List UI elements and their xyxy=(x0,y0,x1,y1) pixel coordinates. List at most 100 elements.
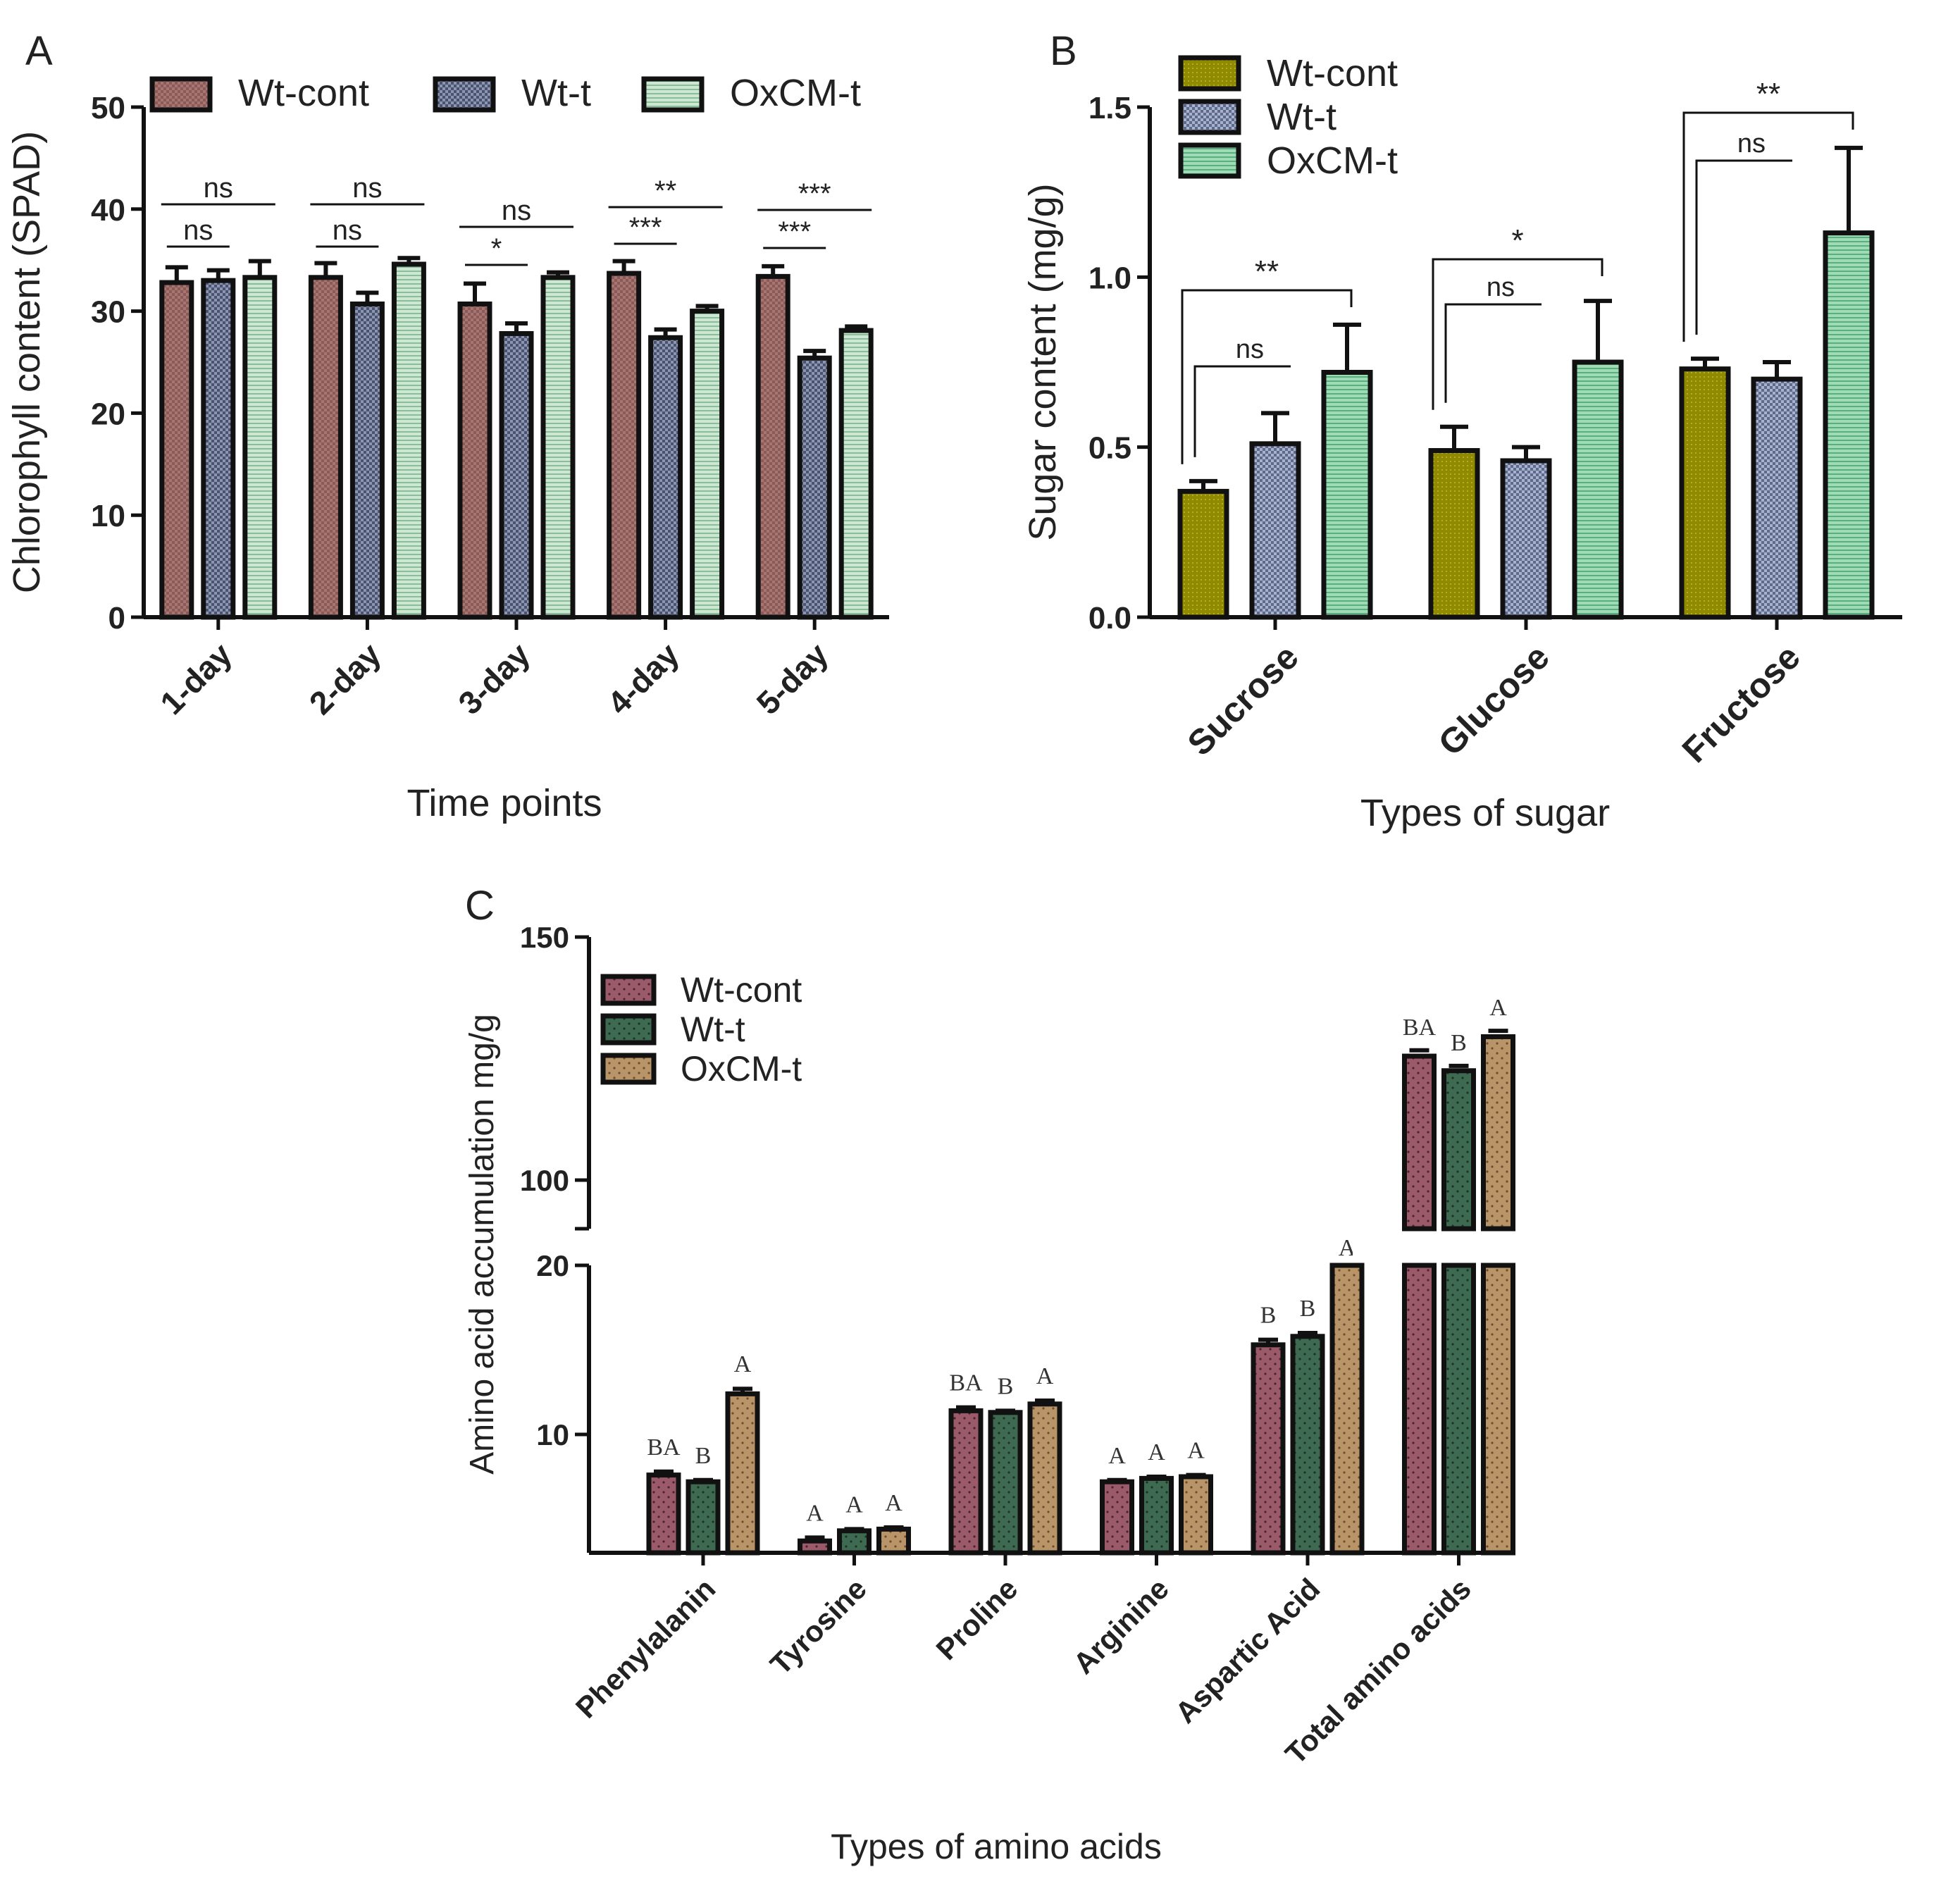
bar-wt-t-2-day xyxy=(349,301,385,620)
bar-wt-cont-sucrose xyxy=(1177,488,1229,620)
significance-letter-oxcm-t-tyrosine: A xyxy=(885,1490,903,1516)
bar-oxcm-t-aspartic-acid xyxy=(1329,1263,1365,1556)
significance-letter-oxcm-t-phenylalanin: A xyxy=(734,1351,752,1377)
legend-swatch-wt-cont xyxy=(149,76,213,113)
significance-label-inner-sucrose: ns xyxy=(1236,335,1264,364)
error-bar-oxcm-t-fructose xyxy=(1835,145,1863,233)
x-axis-title: Types of sugar xyxy=(1360,792,1610,834)
bar-oxcm-t-2-day xyxy=(391,261,426,620)
error-bar-oxcm-t-2-day xyxy=(397,256,421,264)
significance-bracket-outer xyxy=(1181,289,1353,464)
significance-label-outer-sucrose: ** xyxy=(1255,254,1279,289)
y-tick-label: 1.5 xyxy=(1088,91,1131,125)
significance-letter-wt-t-aspartic-acid: B xyxy=(1300,1296,1316,1322)
y-axis-title: Amino acid accumulation mg/g xyxy=(464,1014,501,1475)
error-bar-oxcm-t-5-day xyxy=(845,324,868,331)
x-tick-label-tyrosine: Tyrosine xyxy=(764,1572,873,1681)
bar-oxcm-t-fructose xyxy=(1823,230,1875,620)
x-tick-label-4-day: 4-day xyxy=(600,635,686,721)
significance-letter-wt-cont-phenylalanin: BA xyxy=(647,1434,681,1461)
x-tick-label-phenylalanin: Phenylalanin xyxy=(569,1572,721,1724)
x-tick-label-2-day: 2-day xyxy=(302,635,388,721)
significance-bracket-inner xyxy=(1193,365,1291,457)
bar-oxcm-t-sucrose xyxy=(1321,369,1373,620)
error-bar-oxcm-t-sucrose xyxy=(1333,322,1361,373)
bar-oxcm-t-phenylalanin xyxy=(725,1391,760,1556)
significance-bracket-inner xyxy=(1695,159,1792,335)
x-tick-label-sucrose: Sucrose xyxy=(1180,637,1306,763)
legend-label-wt-cont: Wt-cont xyxy=(681,970,802,1010)
x-tick-label-proline: Proline xyxy=(929,1572,1024,1666)
significance-letter-wt-cont-aspartic-acid: B xyxy=(1260,1303,1277,1329)
bar-wt-cont-2-day xyxy=(308,275,343,620)
significance-letter-wt-t-total-amino-acids: B xyxy=(1451,1030,1467,1056)
x-axis-title: Types of amino acids xyxy=(831,1827,1162,1866)
chart-panel-a: 0 10 20 30 40 50 Chlorophyll content (SPAD) Tim… xyxy=(6,72,889,824)
legend-swatch-oxcm-t xyxy=(1178,142,1241,179)
bar-wt-t-arginine xyxy=(1139,1475,1174,1556)
significance-letter-oxcm-t-total-amino-acids: A xyxy=(1489,995,1507,1021)
legend-label-wt-t: Wt-t xyxy=(1267,96,1336,138)
significance-label-lower-1-day: ns xyxy=(183,215,213,246)
bar-wt-t-fructose xyxy=(1751,376,1803,620)
bar-oxcm-t-proline xyxy=(1027,1401,1062,1556)
bar-wt-cont-proline xyxy=(948,1408,984,1556)
chart-panel-b: 0.0 0.5 1.0 1.5 Sugar content (mg/g) Types of… xyxy=(1022,52,1902,834)
bar-lower-oxcm-t-total-amino-acids xyxy=(1481,1263,1515,1556)
error-bar-wt-t-aspartic-acid xyxy=(1298,1331,1317,1337)
error-bar-wt-cont-tyrosine xyxy=(805,1535,825,1542)
x-tick-label-aspartic-acid: Aspartic Acid xyxy=(1169,1572,1327,1730)
legend-swatch-wt-t xyxy=(600,1013,657,1046)
y-tick-label: 1.0 xyxy=(1088,261,1131,295)
bar-upper-wt-t-total-amino-acids xyxy=(1441,1068,1476,1232)
significance-letter-wt-t-proline: B xyxy=(998,1373,1014,1399)
significance-label-lower-2-day: ns xyxy=(333,215,362,246)
x-tick-label-fructose: Fructose xyxy=(1675,637,1808,770)
error-bar-wt-cont-phenylalanin xyxy=(654,1469,674,1475)
error-bar-oxcm-t-4-day xyxy=(695,304,719,311)
error-bar-wt-cont-proline xyxy=(956,1405,976,1411)
error-bar-wt-t-tyrosine xyxy=(844,1527,864,1532)
error-bar-oxcm-t-tyrosine xyxy=(883,1525,904,1530)
significance-label-upper-2-day: ns xyxy=(352,173,382,204)
bar-oxcm-t-arginine xyxy=(1179,1474,1213,1556)
significance-letter-wt-t-tyrosine: A xyxy=(845,1492,863,1518)
panel-c-letter: C xyxy=(465,883,495,929)
significance-label-outer-fructose: ** xyxy=(1756,77,1780,111)
y-tick-label: 30 xyxy=(91,295,125,330)
legend-label-wt-t: Wt-t xyxy=(681,1010,745,1049)
bar-wt-t-4-day xyxy=(648,335,683,620)
bar-wt-t-5-day xyxy=(797,355,832,620)
legend-label-oxcm-t: OxCM-t xyxy=(681,1049,802,1089)
bar-oxcm-t-3-day xyxy=(540,275,576,620)
x-tick-label-3-day: 3-day xyxy=(451,635,537,721)
error-bar-wt-t-4-day xyxy=(654,327,677,338)
significance-label-lower-4-day: *** xyxy=(629,212,662,243)
bar-wt-t-proline xyxy=(988,1410,1023,1556)
axis-break-gap xyxy=(1353,1233,1502,1261)
legend-swatch-oxcm-t xyxy=(600,1053,657,1085)
error-bar-oxcm-t-proline xyxy=(1035,1399,1055,1404)
error-bar-wt-t-proline xyxy=(995,1408,1015,1413)
bar-wt-cont-tyrosine xyxy=(798,1538,832,1556)
error-bar-wt-cont-5-day xyxy=(762,263,785,277)
y-tick-label: 20 xyxy=(91,397,125,431)
significance-letter-wt-cont-proline: BA xyxy=(949,1370,983,1396)
panel-a-letter: A xyxy=(25,28,53,74)
bar-wt-cont-arginine xyxy=(1100,1479,1134,1556)
significance-letter-wt-t-phenylalanin: B xyxy=(695,1443,712,1469)
bar-upper-wt-cont-total-amino-acids xyxy=(1402,1053,1437,1232)
legend-swatch-wt-cont xyxy=(600,974,657,1006)
error-bar-wt-cont-fructose xyxy=(1691,356,1719,369)
x-tick-label-glucose: Glucose xyxy=(1431,637,1557,763)
error-bar-wt-cont-4-day xyxy=(612,259,635,274)
y-axis-title: Chlorophyll content (SPAD) xyxy=(6,131,48,593)
significance-label-lower-3-day: * xyxy=(491,233,502,264)
bar-oxcm-t-1-day xyxy=(242,275,278,620)
significance-letter-wt-cont-total-amino-acids: BA xyxy=(1403,1015,1437,1041)
significance-label-inner-glucose: ns xyxy=(1487,273,1515,302)
error-bar-wt-cont-arginine xyxy=(1107,1477,1127,1482)
significance-label-upper-4-day: ** xyxy=(655,175,676,206)
y-tick-label: 100 xyxy=(520,1164,569,1197)
y-tick-label: 0 xyxy=(108,601,125,635)
